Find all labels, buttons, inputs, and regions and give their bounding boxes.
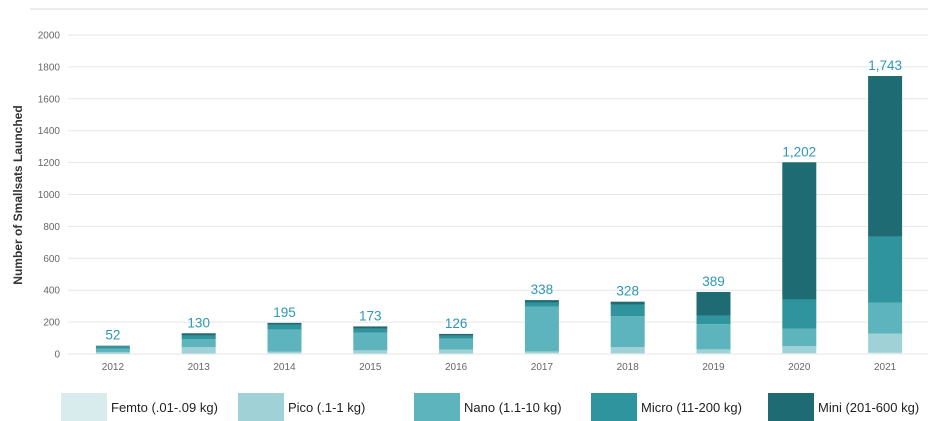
legend-label: Femto (.01-.09 kg) xyxy=(111,400,218,415)
bar-segment xyxy=(782,346,817,354)
legend: Femto (.01-.09 kg) Pico (.1-1 kg) Nano (1.… xyxy=(61,393,919,421)
legend-label: Micro (11-200 kg) xyxy=(641,400,742,415)
bar-total-label: 328 xyxy=(616,284,639,299)
x-tick-label: 2019 xyxy=(702,362,725,373)
x-tick-label: 2017 xyxy=(531,362,554,373)
x-tick-label: 2020 xyxy=(788,362,811,373)
bar-segment xyxy=(610,301,645,305)
bar-segment xyxy=(267,353,302,354)
bar-total-label: 195 xyxy=(273,305,296,320)
x-tick-label: 2021 xyxy=(874,362,897,373)
y-tick-label: 1400 xyxy=(38,126,61,137)
bar-segment xyxy=(353,332,388,351)
bar-segment xyxy=(868,302,903,334)
bar-segment xyxy=(610,346,645,354)
bar-segment xyxy=(439,338,474,350)
y-tick-label: 1000 xyxy=(38,190,61,201)
y-tick-label: 1800 xyxy=(38,62,61,73)
legend-label: Mini (201-600 kg) xyxy=(818,400,919,415)
bar-segment xyxy=(181,347,216,354)
bar-segment xyxy=(524,306,559,352)
bar-segment xyxy=(610,316,645,347)
x-tick-label: 2016 xyxy=(445,362,468,373)
bar-segment xyxy=(267,324,302,330)
bar-segment xyxy=(610,304,645,317)
x-tick-label: 2013 xyxy=(188,362,211,373)
bar-segment xyxy=(181,339,216,348)
y-tick-label: 200 xyxy=(43,318,60,329)
bar-segment xyxy=(696,291,731,316)
y-tick-label: 1200 xyxy=(38,158,61,169)
x-tick-label: 2018 xyxy=(617,362,640,373)
y-axis-ticks: 0 200 400 600 800 1000 1200 1400 1600 1800 2000 xyxy=(38,31,61,361)
bar-total-label: 1,202 xyxy=(782,144,816,159)
bar-segment xyxy=(696,315,731,325)
bar-segment xyxy=(439,349,474,354)
legend-label: Nano (1.1-10 kg) xyxy=(464,400,562,415)
bar-segment xyxy=(868,75,903,237)
x-tick-label: 2012 xyxy=(102,362,125,373)
bar-segment xyxy=(181,335,216,340)
bar-total-label: 126 xyxy=(445,316,468,331)
bar-segment xyxy=(95,345,130,347)
bar-segment xyxy=(95,346,130,349)
y-tick-label: 600 xyxy=(43,254,60,265)
bar-segment xyxy=(782,299,817,329)
bar-segment xyxy=(782,353,817,354)
y-tick-label: 0 xyxy=(54,350,60,361)
bar-segment xyxy=(782,328,817,347)
bar-segment xyxy=(353,326,388,329)
y-tick-label: 1600 xyxy=(38,94,61,105)
bar-segment xyxy=(782,162,817,300)
legend-swatch xyxy=(768,393,814,421)
bar-segment xyxy=(439,333,474,336)
x-tick-label: 2015 xyxy=(359,362,382,373)
y-axis-label: Number of Smallsats Launched xyxy=(11,105,25,284)
legend-swatch xyxy=(61,393,107,421)
bar-segment xyxy=(868,352,903,354)
bar-total-label: 130 xyxy=(187,315,210,330)
bars xyxy=(95,75,903,354)
bar-segment xyxy=(181,333,216,336)
bar-segment xyxy=(696,349,731,354)
bar-segment xyxy=(95,352,130,354)
bar-segment xyxy=(353,350,388,354)
bar-segment xyxy=(696,324,731,350)
bar-total-label: 52 xyxy=(105,328,120,343)
y-tick-label: 2000 xyxy=(38,31,61,42)
bar-segment xyxy=(696,353,731,354)
x-tick-label: 2014 xyxy=(273,362,296,373)
legend-swatch xyxy=(238,393,284,421)
bar-total-labels: 52 130 195 173 126 338 328 389 1,202 1,743 xyxy=(105,58,902,343)
bar-total-label: 338 xyxy=(531,282,554,297)
x-axis-ticks: 2012 2013 2014 2015 2016 2017 2018 2019 2020 2021 xyxy=(102,362,897,373)
bar-segment xyxy=(95,348,130,353)
legend-swatch xyxy=(414,393,460,421)
bar-total-label: 173 xyxy=(359,308,382,323)
y-tick-label: 800 xyxy=(43,222,60,233)
bar-segment xyxy=(610,353,645,354)
bar-segment xyxy=(868,236,903,303)
bar-segment xyxy=(267,322,302,325)
bar-segment xyxy=(267,351,302,354)
bar-segment xyxy=(868,333,903,353)
bar-segment xyxy=(524,353,559,354)
bar-segment xyxy=(524,302,559,307)
legend-label: Pico (.1-1 kg) xyxy=(288,400,365,415)
bar-segment xyxy=(524,300,559,303)
bar-total-label: 1,743 xyxy=(868,58,902,73)
legend-swatch xyxy=(591,393,637,421)
bar-total-label: 389 xyxy=(702,274,725,289)
bar-segment xyxy=(439,335,474,339)
bar-segment xyxy=(267,329,302,352)
bar-segment xyxy=(353,328,388,333)
bar-segment xyxy=(524,351,559,354)
y-tick-label: 400 xyxy=(43,286,60,297)
